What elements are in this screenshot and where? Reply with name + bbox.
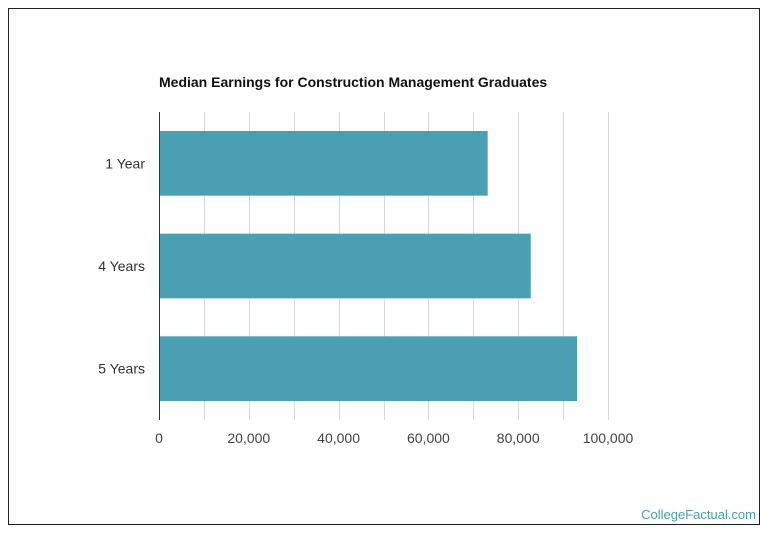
bar-3[interactable] — [159, 336, 578, 402]
watermark[interactable]: CollegeFactual.com — [641, 507, 756, 522]
bar-1[interactable] — [159, 130, 488, 196]
x-tick-label: 40,000 — [317, 430, 360, 446]
category-label: 4 Years — [98, 258, 145, 274]
x-tick-label: 80,000 — [497, 430, 540, 446]
x-tick-label: 100,000 — [583, 430, 634, 446]
bar-2[interactable] — [159, 233, 531, 299]
bar-layer — [159, 130, 578, 402]
category-label: 5 Years — [98, 361, 145, 377]
axis-layer: 1 Year 4 Years 5 Years 0 20,000 40,000 60,000 8… — [98, 112, 634, 446]
chart-title: Median Earnings for Construction Managem… — [159, 74, 547, 90]
category-label: 1 Year — [105, 155, 145, 171]
x-tick-label: 60,000 — [407, 430, 450, 446]
x-tick-label: 20,000 — [227, 430, 270, 446]
x-tick-label: 0 — [155, 430, 163, 446]
